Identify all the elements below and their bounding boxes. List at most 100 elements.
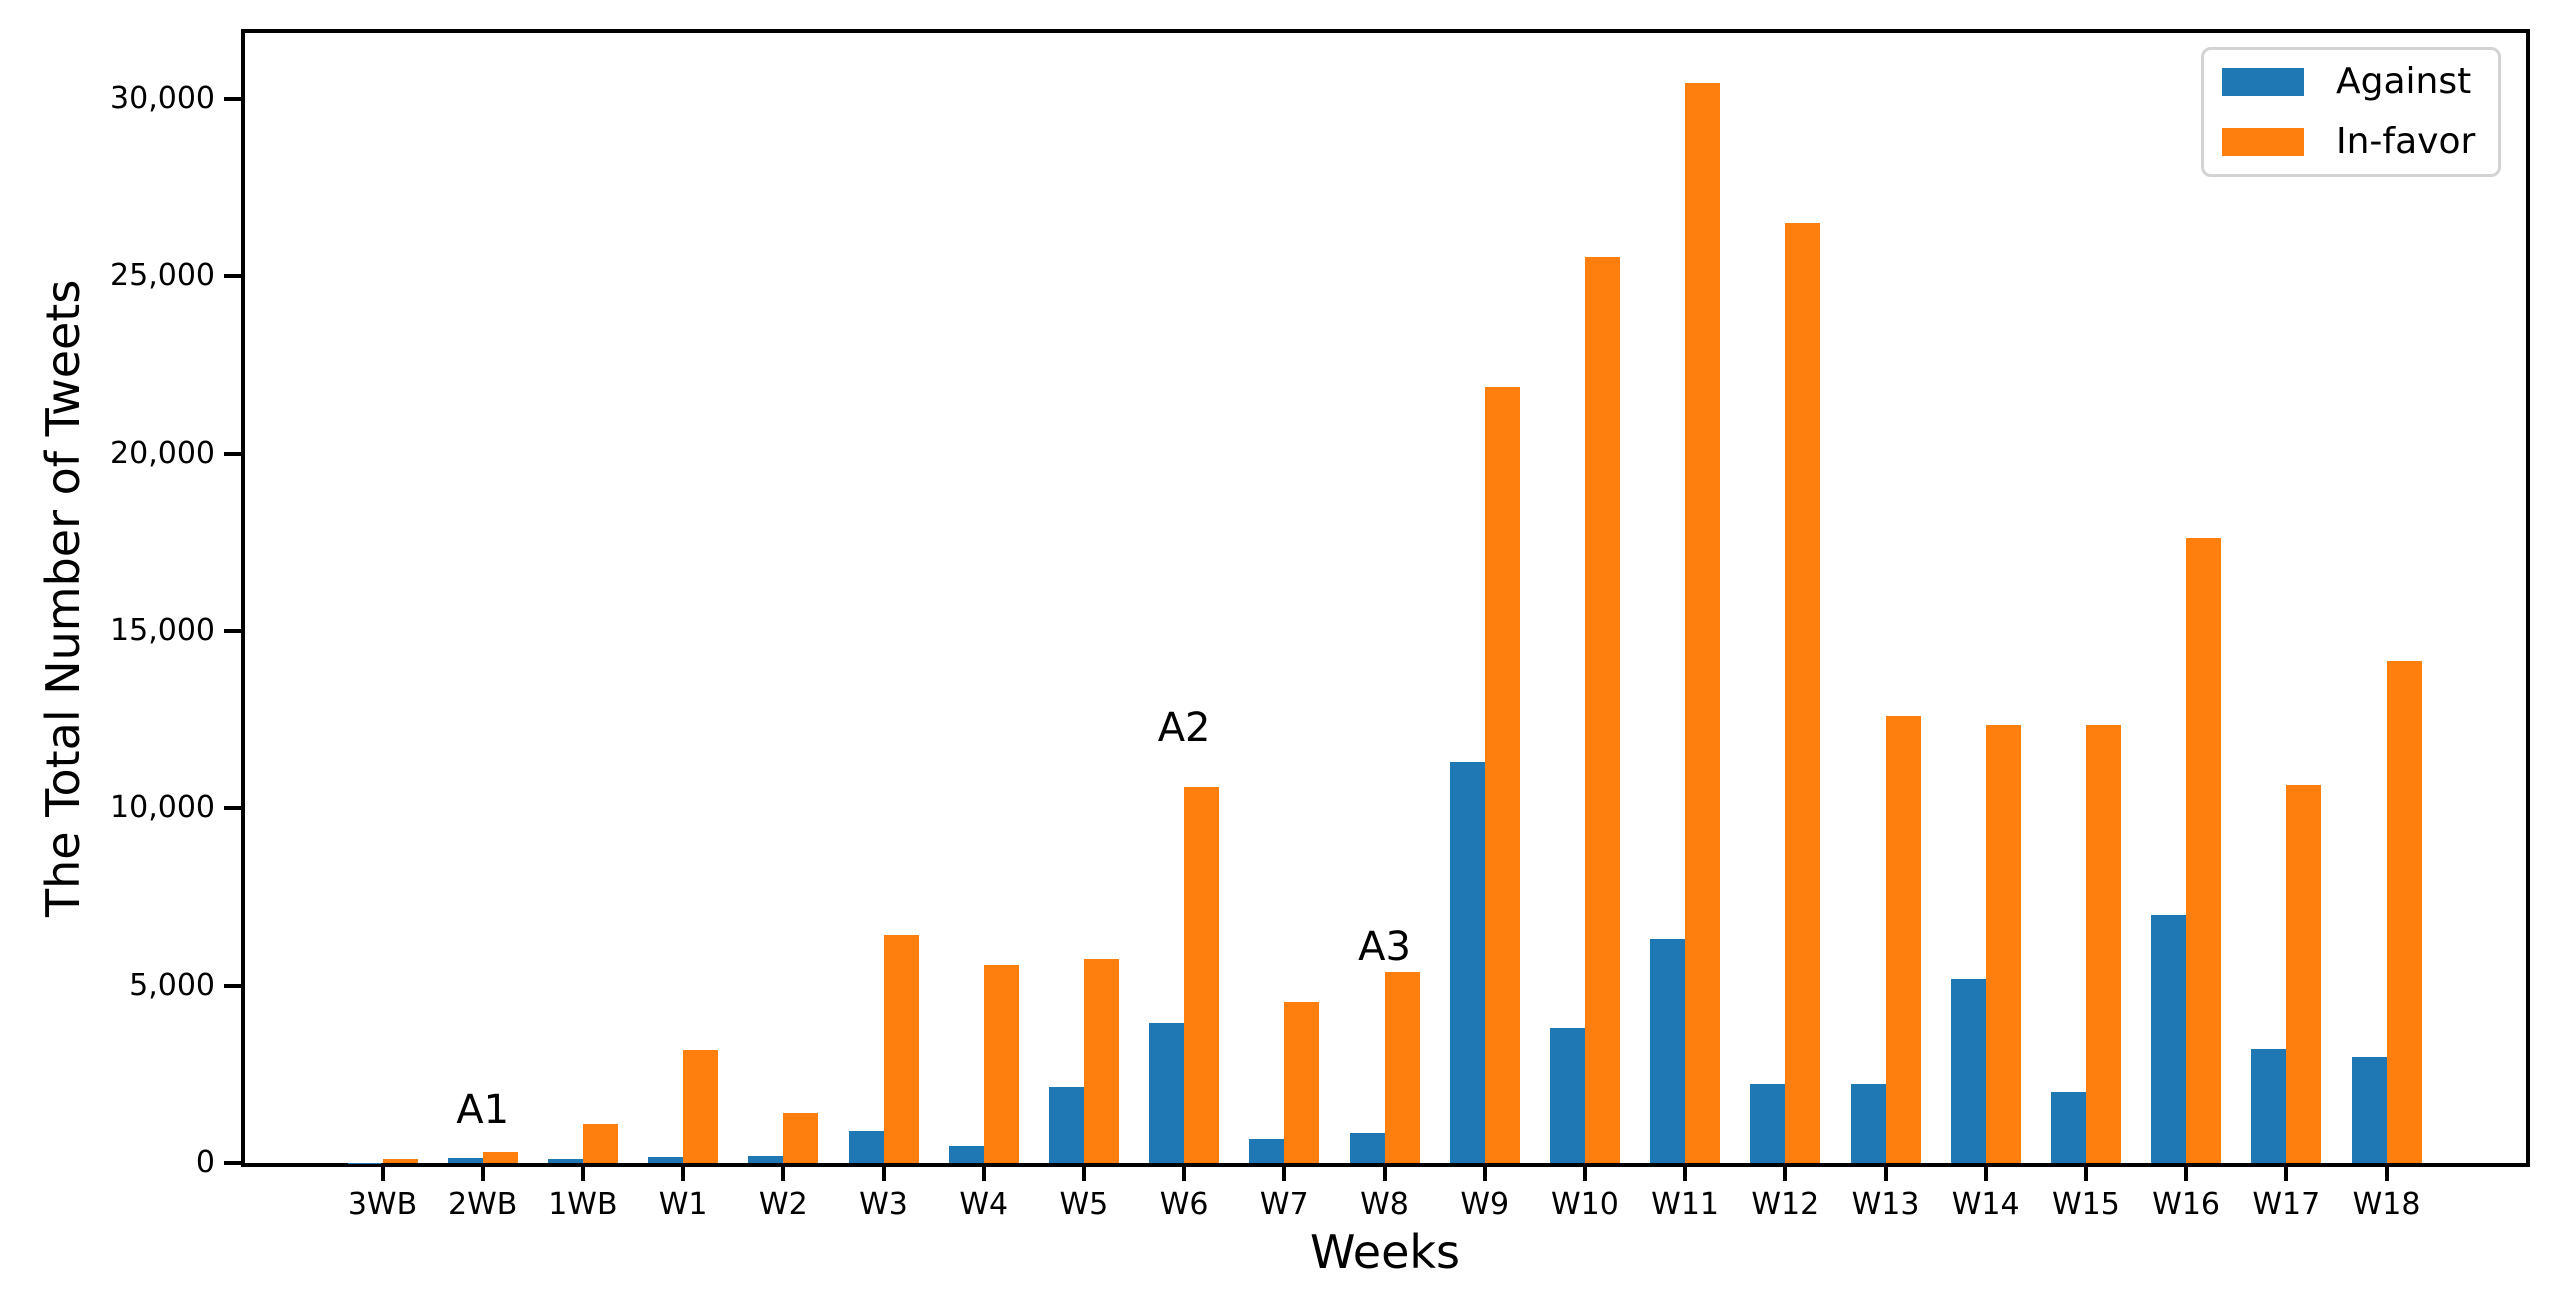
bar-against-2WB bbox=[447, 1157, 483, 1163]
x-tick-label: W1 bbox=[658, 1187, 708, 1222]
bar-against-W17 bbox=[2251, 1049, 2287, 1163]
x-tick-label: W4 bbox=[959, 1187, 1009, 1222]
bar-against-W7 bbox=[1249, 1139, 1285, 1163]
bar-against-W8 bbox=[1349, 1132, 1385, 1163]
x-tick bbox=[2184, 1163, 2189, 1181]
x-tick-label: W9 bbox=[1460, 1187, 1510, 1222]
legend: Against In-favor bbox=[2201, 47, 2501, 177]
x-tick bbox=[1282, 1163, 1287, 1181]
y-tick-label: 30,000 bbox=[110, 81, 215, 116]
bar-in-favor-W12 bbox=[1785, 223, 1821, 1163]
legend-label-in-favor: In-favor bbox=[2336, 121, 2476, 162]
y-tick bbox=[224, 983, 241, 988]
y-tick bbox=[224, 451, 241, 456]
bar-in-favor-W13 bbox=[1885, 716, 1921, 1163]
legend-item-in-favor: In-favor bbox=[2222, 120, 2480, 164]
x-tick bbox=[1182, 1163, 1187, 1181]
bar-in-favor-W11 bbox=[1685, 83, 1721, 1163]
x-tick-label: 3WB bbox=[347, 1187, 418, 1222]
bar-against-W3 bbox=[848, 1131, 884, 1163]
x-tick-label: W18 bbox=[2352, 1187, 2421, 1222]
bar-in-favor-3WB bbox=[382, 1159, 418, 1163]
y-tick-label: 20,000 bbox=[110, 435, 215, 471]
x-tick-label: W15 bbox=[2051, 1187, 2120, 1222]
bar-against-W9 bbox=[1449, 762, 1485, 1163]
x-tick-label: W13 bbox=[1851, 1187, 1920, 1222]
legend-item-against: Against bbox=[2222, 60, 2480, 104]
bar-in-favor-W16 bbox=[2186, 538, 2222, 1163]
bar-in-favor-2WB bbox=[482, 1151, 518, 1163]
bar-against-W15 bbox=[2050, 1092, 2086, 1163]
bar-against-W16 bbox=[2151, 915, 2187, 1163]
bar-against-W1 bbox=[648, 1157, 684, 1163]
x-tick-label: W6 bbox=[1159, 1187, 1209, 1222]
x-tick-label: W17 bbox=[2252, 1187, 2321, 1222]
x-tick bbox=[480, 1163, 485, 1181]
x-tick bbox=[1382, 1163, 1387, 1181]
plot-area: Weeks Against In-favor 0 5,000 10,000 15,00… bbox=[110, 29, 2530, 1279]
x-tick-label: W12 bbox=[1751, 1187, 1820, 1222]
bar-against-W6 bbox=[1149, 1023, 1185, 1163]
x-tick-label: W10 bbox=[1550, 1187, 1619, 1222]
bar-in-favor-W3 bbox=[883, 934, 919, 1163]
x-tick-label: 2WB bbox=[448, 1187, 518, 1222]
x-tick-label: W11 bbox=[1651, 1187, 1720, 1222]
y-tick-label: 15,000 bbox=[110, 613, 215, 648]
y-tick bbox=[224, 274, 241, 279]
y-tick-label: 25,000 bbox=[110, 258, 215, 294]
y-tick bbox=[224, 97, 241, 101]
y-tick bbox=[224, 806, 241, 811]
legend-swatch-against bbox=[2222, 68, 2304, 96]
bar-against-W12 bbox=[1750, 1083, 1786, 1163]
bar-in-favor-W15 bbox=[2085, 724, 2121, 1163]
bar-against-W2 bbox=[748, 1155, 784, 1163]
bar-in-favor-1WB bbox=[582, 1123, 618, 1163]
x-tick bbox=[1482, 1163, 1487, 1181]
x-tick-label: W3 bbox=[859, 1187, 908, 1222]
bar-against-W13 bbox=[1850, 1083, 1886, 1163]
x-tick bbox=[2083, 1163, 2088, 1181]
bar-in-favor-W7 bbox=[1284, 1002, 1320, 1163]
y-tick-label: 5,000 bbox=[129, 967, 215, 1003]
x-tick bbox=[781, 1163, 786, 1181]
bar-in-favor-W5 bbox=[1083, 958, 1119, 1163]
bar-against-W10 bbox=[1549, 1027, 1585, 1163]
x-tick-label: W16 bbox=[2152, 1187, 2221, 1222]
x-tick-label: W8 bbox=[1360, 1187, 1409, 1222]
bar-against-3WB bbox=[347, 1162, 383, 1163]
annotation-a3: A3 bbox=[1358, 923, 1411, 970]
y-tick-label: 0 bbox=[195, 1145, 215, 1180]
x-tick bbox=[1783, 1163, 1788, 1181]
legend-label-against: Against bbox=[2336, 61, 2472, 102]
bar-in-favor-W8 bbox=[1384, 972, 1420, 1163]
x-tick-label: W2 bbox=[758, 1187, 808, 1222]
x-tick bbox=[380, 1163, 385, 1181]
bar-against-1WB bbox=[547, 1159, 583, 1163]
x-tick bbox=[681, 1163, 686, 1181]
y-tick bbox=[224, 629, 241, 633]
bar-in-favor-W17 bbox=[2286, 784, 2322, 1163]
y-tick-label: 10,000 bbox=[110, 790, 215, 826]
bar-in-favor-W14 bbox=[1985, 724, 2021, 1163]
x-tick-label: W7 bbox=[1259, 1187, 1309, 1222]
x-tick bbox=[1983, 1163, 1988, 1181]
bar-in-favor-W9 bbox=[1484, 387, 1520, 1163]
bar-against-W14 bbox=[1950, 979, 1986, 1163]
y-tick bbox=[224, 1161, 241, 1165]
x-tick bbox=[1683, 1163, 1688, 1181]
x-tick bbox=[1883, 1163, 1888, 1181]
bar-in-favor-W2 bbox=[783, 1112, 819, 1163]
x-tick-label: 1WB bbox=[548, 1187, 618, 1222]
bar-against-W11 bbox=[1650, 939, 1686, 1163]
annotation-a2: A2 bbox=[1157, 704, 1211, 751]
x-tick bbox=[2284, 1163, 2289, 1181]
x-tick bbox=[580, 1163, 585, 1181]
x-tick bbox=[1081, 1163, 1086, 1181]
annotation-a1: A1 bbox=[456, 1086, 510, 1133]
legend-swatch-in-favor bbox=[2222, 128, 2304, 156]
x-tick-label: W14 bbox=[1951, 1187, 2020, 1222]
x-tick bbox=[1582, 1163, 1587, 1181]
bar-against-W4 bbox=[948, 1145, 984, 1163]
bar-in-favor-W18 bbox=[2386, 660, 2422, 1163]
